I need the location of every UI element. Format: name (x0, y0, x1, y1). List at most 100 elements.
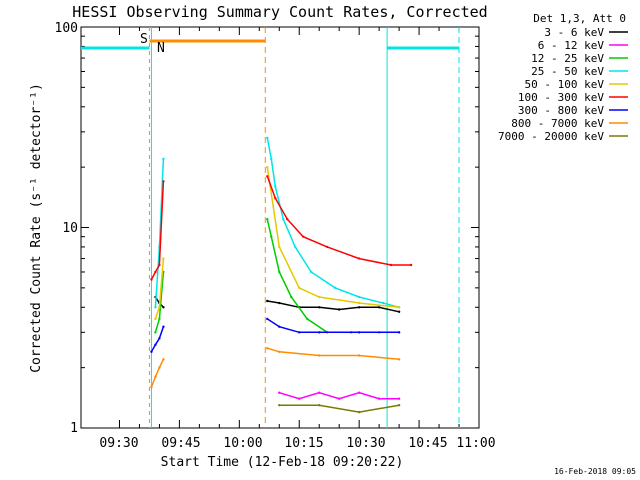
x-tick-label-0930: 09:30 (99, 436, 138, 451)
data-point-3-6-kev (266, 299, 269, 303)
night-flag-label: N (157, 41, 165, 56)
data-point-300-800-kev (154, 343, 157, 346)
data-point-800-7000-kev (318, 354, 321, 357)
legend-label-100-300-kev: 100 - 300 keV (518, 91, 604, 104)
series-line-800-7000-kev (150, 358, 165, 388)
data-point-800-7000-kev (150, 385, 153, 389)
data-point-100-300-kev (162, 180, 165, 183)
x-tick-label-1000: 10:00 (223, 436, 262, 451)
series-line-100-300-kev (266, 176, 412, 266)
data-point-6-12-kev (357, 391, 361, 394)
data-point-25-50-kev (270, 157, 273, 161)
data-point-300-800-kev (278, 325, 281, 328)
data-point-25-50-kev (154, 306, 157, 309)
data-point-300-800-kev (150, 350, 153, 353)
data-point-300-800-kev (162, 325, 165, 328)
y-axis-label: Corrected Count Rate (s⁻¹ detector⁻¹) (29, 83, 44, 373)
legend-label-12-25-kev: 12 - 25 keV (531, 52, 604, 65)
series-line-800-7000-kev (267, 347, 400, 361)
data-point-12-25-kev (278, 270, 281, 274)
x-tick-label-1030: 10:30 (346, 436, 385, 451)
data-point-800-7000-kev (357, 354, 361, 357)
x-tick-label-1015: 10:15 (284, 436, 323, 451)
data-point-50-100-kev (298, 286, 301, 290)
series-layer (150, 136, 413, 414)
data-point-25-50-kev (294, 245, 297, 249)
series-line-100-300-kev (150, 181, 165, 280)
data-point-300-800-kev (298, 331, 301, 334)
data-point-800-7000-kev (278, 350, 281, 353)
data-point-6-12-kev (377, 397, 381, 400)
data-point-12-25-kev (306, 317, 309, 321)
data-point-800-7000-kev (266, 347, 269, 350)
data-point-300-800-kev (158, 337, 161, 340)
data-point-3-6-kev (377, 306, 381, 309)
data-point-800-7000-kev (162, 358, 165, 361)
data-point-800-7000-kev (154, 375, 157, 379)
data-point-50-100-kev (318, 295, 321, 299)
plot-timestamp: 16-Feb-2018 09:05 (554, 467, 636, 476)
data-point-50-100-kev (266, 165, 269, 169)
legend-label-7000-20000-kev: 7000 - 20000 keV (498, 130, 604, 143)
legend-label-6-12-kev: 6 - 12 keV (538, 39, 605, 52)
data-point-3-6-kev (278, 301, 281, 305)
x-axis: 09:30 09:45 10:00 10:15 10:30 10:45 11:0… (99, 436, 495, 451)
data-point-300-800-kev (266, 317, 269, 321)
x-tick-label-1045: 10:45 (408, 436, 447, 451)
data-point-300-800-kev (357, 331, 361, 334)
data-point-6-12-kev (278, 391, 281, 394)
data-point-25-50-kev (357, 295, 361, 299)
data-point-300-800-kev (318, 331, 321, 334)
data-point-12-25-kev (266, 218, 269, 221)
data-point-3-6-kev (337, 308, 341, 311)
series-line-50-100-kev (266, 166, 400, 309)
legend-label-3-6-kev: 3 - 6 keV (544, 26, 604, 39)
data-point-6-12-kev (397, 397, 401, 400)
data-point-25-50-kev (310, 270, 313, 274)
data-point-300-800-kev (397, 331, 401, 334)
legend-label-50-100-kev: 50 - 100 keV (525, 78, 605, 91)
data-point-25-50-kev (282, 218, 285, 221)
y-axis: 1 10 100 (55, 21, 78, 436)
data-point-12-25-kev (270, 235, 273, 238)
x-tick-label-1100: 11:00 (456, 436, 495, 451)
data-point-12-25-kev (290, 295, 293, 299)
data-point-100-300-kev (154, 270, 157, 274)
data-point-50-100-kev (397, 306, 401, 309)
series-line-3-6-kev (267, 300, 400, 313)
y-tick-label-100: 100 (55, 21, 78, 36)
series-line-300-800-kev (150, 326, 165, 353)
data-point-7000-20000-kev (278, 403, 281, 407)
data-point-50-100-kev (162, 257, 165, 260)
data-point-100-300-kev (150, 278, 153, 281)
legend-label-25-50-kev: 25 - 50 keV (531, 65, 604, 78)
data-point-100-300-kev (357, 257, 361, 260)
data-point-100-300-kev (326, 245, 329, 249)
y-tick-label-1: 1 (70, 421, 78, 436)
legend-label-300-800-kev: 300 - 800 keV (518, 104, 604, 117)
data-point-100-300-kev (409, 263, 413, 267)
data-point-3-6-kev (162, 306, 165, 309)
data-point-25-50-kev (381, 301, 385, 305)
data-point-3-6-kev (318, 306, 321, 309)
data-point-25-50-kev (162, 157, 165, 161)
y-tick-label-10: 10 (62, 221, 78, 236)
data-point-100-300-kev (302, 235, 305, 238)
data-point-6-12-kev (298, 397, 301, 400)
data-point-100-300-kev (286, 218, 289, 221)
data-point-100-300-kev (158, 263, 161, 267)
chart-title: HESSI Observing Summary Count Rates, Cor… (72, 3, 487, 21)
data-point-50-100-kev (158, 306, 161, 309)
saa-flag-label: S (140, 32, 148, 47)
data-point-12-25-kev (154, 331, 157, 334)
data-point-6-12-kev (337, 397, 341, 400)
x-tick-label-0945: 09:45 (161, 436, 200, 451)
data-point-800-7000-kev (158, 366, 161, 369)
data-point-7000-20000-kev (318, 403, 321, 407)
data-point-25-50-kev (274, 185, 277, 188)
legend-header: Det 1,3, Att 0 (533, 12, 626, 25)
series-line-7000-20000-kev (279, 404, 400, 413)
series-line-300-800-kev (266, 318, 400, 334)
axis-ticks (81, 26, 480, 429)
